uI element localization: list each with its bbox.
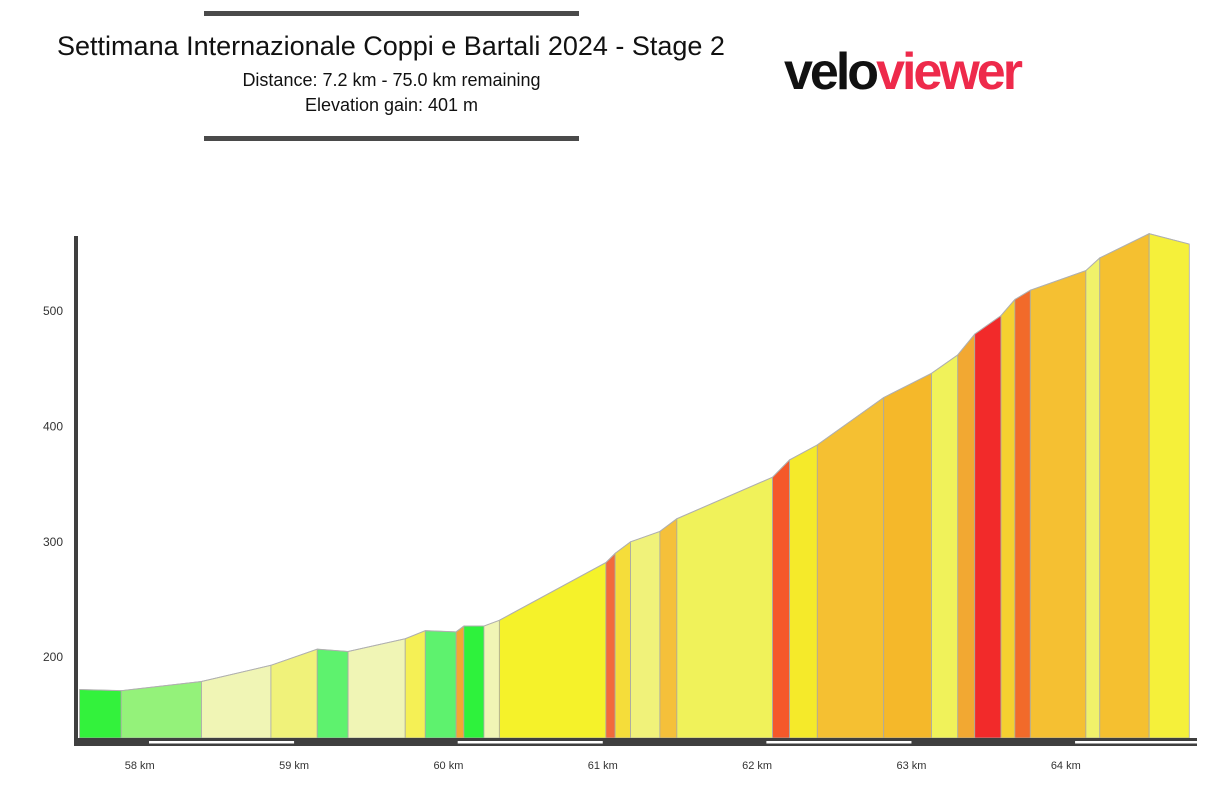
profile-segment <box>483 619 500 739</box>
profile-segment <box>120 681 202 739</box>
profile-outline <box>79 233 1190 692</box>
x-tick-label: 58 km <box>125 760 155 772</box>
profile-segment <box>424 630 457 739</box>
x-tick-label: 62 km <box>742 760 772 772</box>
profile-segment <box>1099 233 1150 739</box>
x-axis-km-marker <box>766 741 912 744</box>
profile-segment <box>79 689 122 739</box>
y-axis-line <box>74 236 78 746</box>
profile-segment <box>605 552 616 739</box>
profile-segment <box>498 561 607 739</box>
profile-segment <box>659 517 678 739</box>
profile-segment <box>883 372 932 739</box>
x-tick-label: 63 km <box>896 760 926 772</box>
y-tick-label: 300 <box>43 535 63 549</box>
profile-segment <box>614 541 631 739</box>
y-tick-label: 200 <box>43 650 63 664</box>
profile-segment <box>772 458 790 739</box>
x-tick-label: 60 km <box>433 760 463 772</box>
logo-part-viewer: viewer <box>876 43 1023 101</box>
profile-segment <box>789 444 818 739</box>
x-axis-km-marker <box>457 741 603 744</box>
profile-segment <box>816 396 885 739</box>
x-tick-label: 61 km <box>588 760 618 772</box>
x-tick-label: 64 km <box>1051 760 1081 772</box>
profile-segment <box>1000 298 1016 739</box>
chart-title: Settimana Internazionale Coppi e Bartali… <box>57 31 725 61</box>
y-tick-label: 400 <box>43 419 63 433</box>
elevation-gain-info: Elevation gain: 401 m <box>304 95 479 115</box>
profile-segment <box>957 332 976 739</box>
x-axis-km-marker <box>148 741 295 744</box>
profile-segment <box>1014 289 1031 739</box>
profile-segment <box>347 638 406 739</box>
profile-segment <box>1148 233 1190 739</box>
header-bottom-rule <box>204 136 579 141</box>
header-top-rule <box>204 11 579 16</box>
x-axis-bar <box>74 738 1197 746</box>
veloviewer-logo: veloviewer <box>784 43 1023 101</box>
profile-segment <box>1029 270 1087 739</box>
profile-segment <box>316 648 349 739</box>
distance-info: Distance: 7.2 km - 75.0 km remaining <box>242 70 541 90</box>
profile-segment <box>974 314 1002 739</box>
profile-segment <box>201 664 272 739</box>
profile-segment <box>1085 257 1101 739</box>
profile-segment <box>463 625 485 739</box>
profile-segment <box>455 625 465 739</box>
profile-segment <box>676 476 773 739</box>
x-axis-km-marker <box>1075 741 1197 744</box>
profile-segment <box>630 530 661 739</box>
y-tick-label: 500 <box>43 304 63 318</box>
logo-part-velo: velo <box>784 43 879 101</box>
x-tick-label: 59 km <box>279 760 309 772</box>
profile-segment <box>404 630 426 739</box>
profile-segment <box>931 354 959 739</box>
